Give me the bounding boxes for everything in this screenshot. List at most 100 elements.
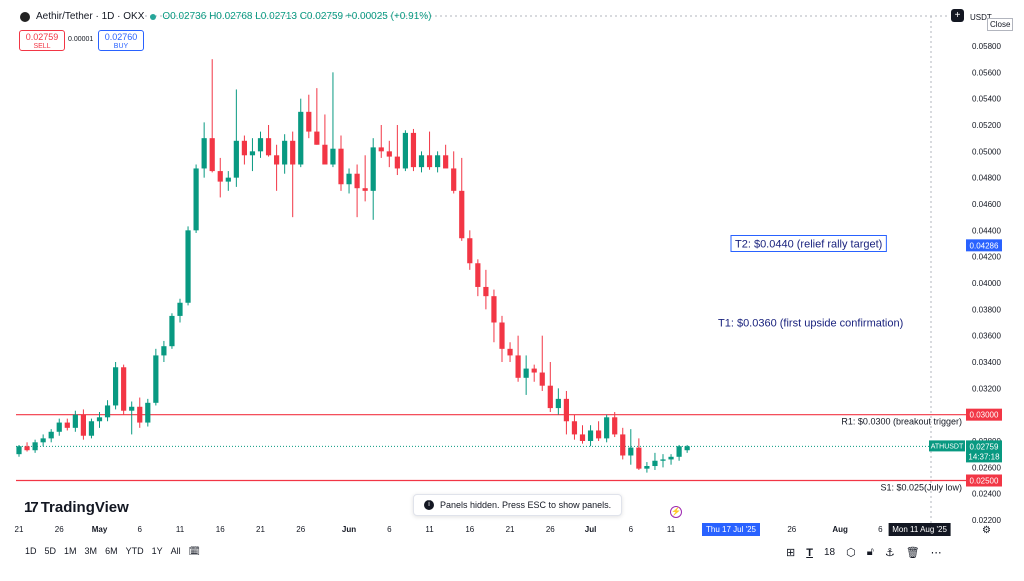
candle-body bbox=[137, 406, 143, 423]
y-tick-label: 0.05600 bbox=[972, 68, 1001, 77]
y-tick-label: 0.02400 bbox=[972, 490, 1001, 499]
buy-button[interactable]: 0.02760 BUY bbox=[98, 30, 144, 51]
candle-body bbox=[426, 155, 433, 168]
x-tick-label: 16 bbox=[465, 525, 474, 534]
candle-body bbox=[113, 367, 119, 406]
candle-body bbox=[153, 355, 159, 403]
candle-body bbox=[56, 422, 62, 432]
candle-body bbox=[676, 446, 682, 457]
candle-body bbox=[499, 322, 505, 349]
x-tick-label: 26 bbox=[546, 525, 555, 534]
candle-body bbox=[145, 402, 151, 423]
candle-body bbox=[418, 155, 425, 168]
candle-body bbox=[169, 315, 175, 347]
candle-body bbox=[161, 346, 167, 356]
countdown-label: 14:37:18 bbox=[968, 452, 1000, 461]
candle-body bbox=[249, 151, 256, 156]
candle-body bbox=[378, 147, 384, 152]
currency-label[interactable]: USDT bbox=[970, 13, 992, 22]
candle-body bbox=[628, 447, 634, 456]
candle-body bbox=[96, 417, 103, 422]
lock-icon[interactable]: 🔓︎ bbox=[866, 546, 874, 558]
tradingview-logo-text: TradingView bbox=[40, 499, 129, 516]
x-tick-label: 6 bbox=[878, 525, 883, 534]
tradingview-logo-icon: 17 bbox=[24, 499, 39, 516]
candle-body bbox=[668, 456, 674, 460]
candle-body bbox=[370, 147, 376, 191]
candle-body bbox=[233, 140, 239, 178]
candle-body bbox=[539, 372, 545, 386]
x-crosshair-tag-label: Mon 11 Aug '25 bbox=[892, 525, 947, 534]
candle-body bbox=[16, 446, 22, 455]
target-t1-label: T1: $0.0360 (first upside confirmation) bbox=[718, 318, 903, 330]
more-icon[interactable]: ⋯ bbox=[930, 547, 942, 559]
candle-body bbox=[620, 434, 626, 456]
x-tick-label: Jul bbox=[585, 525, 597, 534]
x-tick-label: 11 bbox=[667, 525, 676, 534]
y-tick-label: 0.03400 bbox=[972, 358, 1001, 367]
candle-body bbox=[587, 430, 594, 441]
symbol-tag bbox=[929, 440, 965, 452]
last-price-tag bbox=[966, 440, 1002, 463]
candle-body bbox=[394, 156, 400, 169]
sell-label: SELL bbox=[33, 43, 51, 50]
candle-body bbox=[298, 111, 304, 165]
candle-body bbox=[684, 446, 690, 451]
settings-hexagon-icon[interactable]: ⬡ bbox=[846, 547, 856, 559]
y-tick-label: 0.05000 bbox=[972, 147, 1001, 156]
range-1d[interactable]: 1D bbox=[25, 546, 37, 556]
candle-body bbox=[491, 296, 497, 323]
candle-body bbox=[265, 138, 272, 156]
level-price-tag-label: 0.02500 bbox=[970, 477, 999, 486]
x-tick-label: 11 bbox=[176, 525, 185, 534]
x-tick-label: 6 bbox=[629, 525, 634, 534]
candle-body bbox=[104, 405, 111, 418]
anchor-icon[interactable]: ⚓︎ bbox=[884, 547, 895, 559]
candle-body bbox=[555, 398, 561, 409]
symbol-tag-label: ATHUSDT bbox=[931, 443, 964, 450]
candle-body bbox=[483, 286, 489, 297]
candle-body bbox=[121, 367, 127, 411]
target-t2-box bbox=[730, 235, 887, 252]
last-price-tag-label: 0.02759 bbox=[970, 442, 999, 451]
candle-body bbox=[290, 140, 296, 165]
symbol-title[interactable]: Aethir/Tether · 1D · OKX bbox=[36, 11, 145, 22]
candle-body bbox=[257, 138, 264, 152]
candle-body bbox=[402, 132, 408, 169]
range-5d[interactable]: 5D bbox=[44, 546, 57, 556]
sell-price: 0.02759 bbox=[25, 32, 59, 42]
font-size-value[interactable]: 18 bbox=[823, 547, 836, 558]
range-3m[interactable]: 3M bbox=[84, 546, 98, 556]
range-all[interactable]: All bbox=[170, 546, 181, 556]
text-tool-icon[interactable]: T bbox=[806, 546, 813, 559]
candle-body bbox=[604, 417, 610, 439]
candle-body bbox=[274, 155, 280, 165]
lightning-icon[interactable]: ⚡ bbox=[670, 506, 682, 518]
range-1y[interactable]: 1Y bbox=[151, 546, 163, 556]
plus-icon[interactable]: + bbox=[951, 9, 964, 22]
object-tree-icon[interactable]: ⊞ bbox=[786, 547, 796, 559]
candle-body bbox=[201, 138, 207, 169]
candle-body bbox=[596, 430, 602, 439]
y-tick-label: 0.05200 bbox=[972, 121, 1001, 130]
range-1m[interactable]: 1M bbox=[64, 546, 77, 556]
gear-icon[interactable]: ⚙ bbox=[982, 525, 991, 536]
sell-button[interactable]: 0.02759 SELL bbox=[19, 30, 65, 51]
range-6m[interactable]: 6M bbox=[105, 546, 118, 556]
target-t2-label: T2: $0.0440 (relief rally target) bbox=[735, 239, 882, 251]
candle-body bbox=[652, 460, 658, 467]
candle-body bbox=[507, 348, 513, 356]
calendar-icon[interactable]: 🗓︎ bbox=[188, 546, 201, 556]
level-label: S1: $0.025(July low) bbox=[880, 483, 962, 493]
candle-body bbox=[88, 421, 95, 436]
candle-body bbox=[443, 155, 449, 169]
candle-body bbox=[322, 144, 328, 165]
trash-icon[interactable]: 🗑︎ bbox=[905, 547, 920, 559]
candle-body bbox=[354, 173, 360, 189]
candle-body bbox=[241, 140, 247, 156]
range-ytd[interactable]: YTD bbox=[125, 546, 144, 556]
x-tick-label: 21 bbox=[256, 525, 265, 534]
date-range-bar: 1D 5D 1M 3M 6M YTD 1Y All 🗓︎ bbox=[25, 546, 200, 557]
crosshair-date-label: Thu 17 Jul '25 bbox=[702, 523, 761, 536]
